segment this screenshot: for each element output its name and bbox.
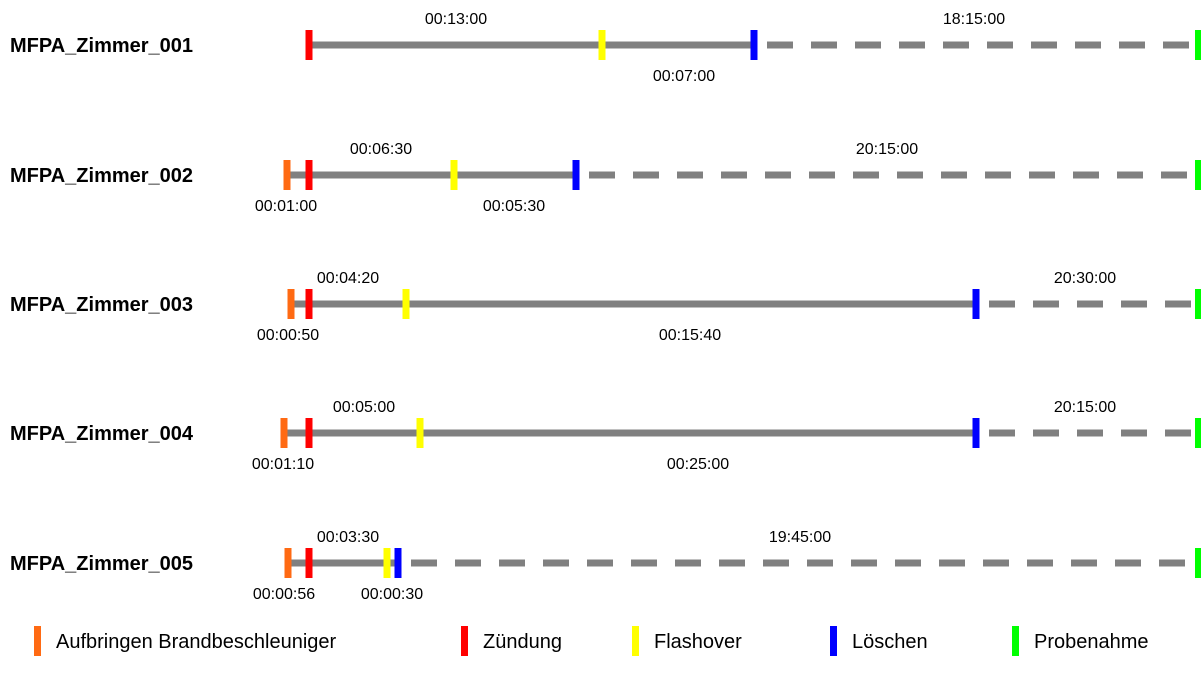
event-marker-accelerant (287, 289, 295, 319)
duration-label: 20:15:00 (856, 141, 918, 158)
event-marker-sampling (1195, 160, 1201, 190)
duration-label: 00:06:30 (350, 141, 412, 158)
duration-label: 00:13:00 (425, 11, 487, 28)
event-marker-ignition (305, 418, 313, 448)
event-marker-flashover (598, 30, 606, 60)
legend-label-extinguish: Löschen (852, 631, 928, 653)
event-marker-accelerant (280, 418, 288, 448)
event-marker-ignition (305, 548, 313, 578)
duration-label: 20:15:00 (1054, 399, 1116, 416)
row-label: MFPA_Zimmer_003 (10, 294, 193, 316)
legend-label-sampling: Probenahme (1034, 631, 1149, 653)
duration-label: 19:45:00 (769, 529, 831, 546)
legend-swatch-flashover (632, 626, 639, 656)
event-marker-accelerant (283, 160, 291, 190)
event-marker-extinguish (394, 548, 402, 578)
legend-swatch-accelerant (34, 626, 41, 656)
legend-swatch-sampling (1012, 626, 1019, 656)
event-marker-sampling (1195, 418, 1201, 448)
duration-label: 20:30:00 (1054, 270, 1116, 287)
event-marker-flashover (416, 418, 424, 448)
duration-label: 00:00:30 (361, 586, 423, 603)
legend-swatch-ignition (461, 626, 468, 656)
duration-label: 18:15:00 (943, 11, 1005, 28)
legend-label-ignition: Zündung (483, 631, 562, 653)
duration-label: 00:05:30 (483, 198, 545, 215)
event-marker-extinguish (972, 418, 980, 448)
duration-label: 00:07:00 (653, 68, 715, 85)
event-marker-sampling (1195, 30, 1201, 60)
event-marker-ignition (305, 30, 313, 60)
duration-label: 00:15:40 (659, 327, 721, 344)
event-marker-extinguish (572, 160, 580, 190)
event-marker-ignition (305, 160, 313, 190)
row-label: MFPA_Zimmer_004 (10, 423, 194, 445)
event-marker-flashover (450, 160, 458, 190)
event-marker-ignition (305, 289, 313, 319)
event-marker-sampling (1195, 548, 1201, 578)
row-label: MFPA_Zimmer_001 (10, 35, 193, 57)
duration-label: 00:05:00 (333, 399, 395, 416)
duration-label: 00:03:30 (317, 529, 379, 546)
duration-label: 00:25:00 (667, 456, 729, 473)
event-marker-sampling (1195, 289, 1201, 319)
event-marker-flashover (402, 289, 410, 319)
legend-label-flashover: Flashover (654, 631, 742, 653)
row-label: MFPA_Zimmer_005 (10, 553, 193, 575)
duration-label: 00:01:10 (252, 456, 314, 473)
row-label: MFPA_Zimmer_002 (10, 165, 193, 187)
event-marker-extinguish (750, 30, 758, 60)
duration-label: 00:00:56 (253, 586, 315, 603)
duration-label: 00:01:00 (255, 198, 317, 215)
event-marker-extinguish (972, 289, 980, 319)
event-marker-accelerant (284, 548, 292, 578)
legend-swatch-extinguish (830, 626, 837, 656)
duration-label: 00:04:20 (317, 270, 379, 287)
event-marker-flashover (383, 548, 391, 578)
duration-label: 00:00:50 (257, 327, 319, 344)
legend-label-accelerant: Aufbringen Brandbeschleuniger (56, 631, 337, 653)
